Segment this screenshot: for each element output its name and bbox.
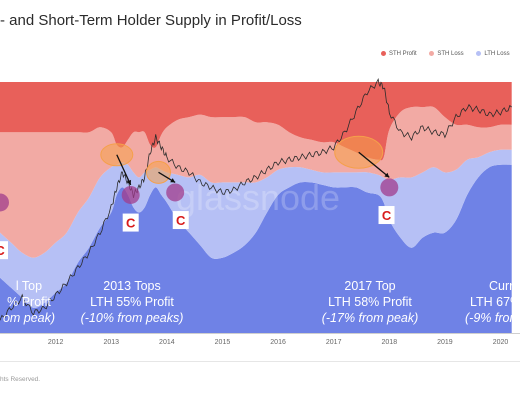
- x-tick-label: 2016: [270, 339, 286, 346]
- x-tick-label: 2017: [326, 339, 342, 346]
- watermark: glassnode: [176, 177, 340, 218]
- arrow-head-1: [170, 178, 176, 183]
- copyright-footer: hts Reserved.: [0, 376, 41, 383]
- legend-item-sth-loss[interactable]: STH Loss: [429, 51, 464, 58]
- marker-box-0: [0, 241, 8, 260]
- price-line: [0, 77, 512, 321]
- legend-dot-lth-loss: [476, 51, 482, 56]
- x-tick-label: 2013: [103, 339, 119, 346]
- annotation-title: l Top: [15, 279, 43, 293]
- arrow-line-0: [116, 154, 132, 186]
- highlight-purple-3: [380, 178, 399, 197]
- x-tick-label: 2012: [48, 339, 64, 346]
- annotation-title: 2013 Tops: [103, 279, 161, 293]
- x-tick-label: 2020: [493, 339, 509, 346]
- annotation-2011-top: l Top % Profit om peak): [0, 278, 64, 326]
- x-tick-label: 2015: [215, 339, 231, 346]
- x-tick-label: 2014: [159, 339, 175, 346]
- annotation-title: Curre: [489, 279, 520, 293]
- annotation-current: Curre LTH 67% (-9% from: [462, 278, 520, 326]
- legend-label: STH Profit: [389, 51, 417, 58]
- legend-label: LTH Loss: [484, 51, 510, 58]
- annotation-2013-tops: 2013 Tops LTH 55% Profit (-10% from peak…: [70, 278, 194, 326]
- annotation-profit: LTH 67%: [470, 295, 520, 309]
- legend-dot-sth-profit: [381, 51, 386, 56]
- annotation-drawdown: (-9% from: [465, 311, 520, 325]
- marker-box-2: [172, 211, 189, 230]
- annotation-drawdown: (-10% from peaks): [80, 311, 184, 325]
- annotation-drawdown: (-17% from peak): [321, 311, 419, 325]
- area-sth-loss: [0, 106, 512, 258]
- marker-box-3: [378, 206, 395, 225]
- annotation-profit: LTH 58% Profit: [328, 295, 412, 309]
- chart-title: - and Short-Term Holder Supply in Profit…: [0, 12, 302, 29]
- legend: STH Profit STH Loss LTH Loss LT: [381, 51, 520, 57]
- marker-label-1: C: [126, 216, 136, 231]
- legend-item-lth-loss[interactable]: LTH Loss: [476, 51, 510, 58]
- highlight-purple-2: [166, 183, 185, 202]
- marker-box-1: [122, 213, 139, 232]
- x-tick-label: 2018: [382, 339, 398, 346]
- marker-label-2: C: [176, 213, 186, 228]
- highlight-purple-0: [0, 193, 9, 212]
- x-tick-label: 2019: [437, 339, 453, 346]
- arrow-head-2: [384, 172, 390, 178]
- annotation-profit: LTH 55% Profit: [90, 295, 174, 309]
- highlight-purple-1: [121, 185, 140, 204]
- annotation-profit: % Profit: [7, 295, 51, 309]
- arrow-line-2: [358, 151, 390, 178]
- annotation-2017-top: 2017 Top LTH 58% Profit (-17% from peak): [310, 278, 430, 326]
- marker-label-3: C: [382, 208, 392, 223]
- annotation-drawdown: om peak): [2, 311, 56, 325]
- legend-dot-sth-loss: [429, 51, 435, 56]
- arrow-head-0: [126, 179, 132, 185]
- annotation-title: 2017 Top: [344, 279, 396, 293]
- legend-item-sth-profit[interactable]: STH Profit: [381, 51, 417, 57]
- area-sth-profit: [0, 82, 512, 161]
- legend-label: STH Loss: [437, 51, 464, 58]
- marker-label-0: C: [0, 243, 5, 258]
